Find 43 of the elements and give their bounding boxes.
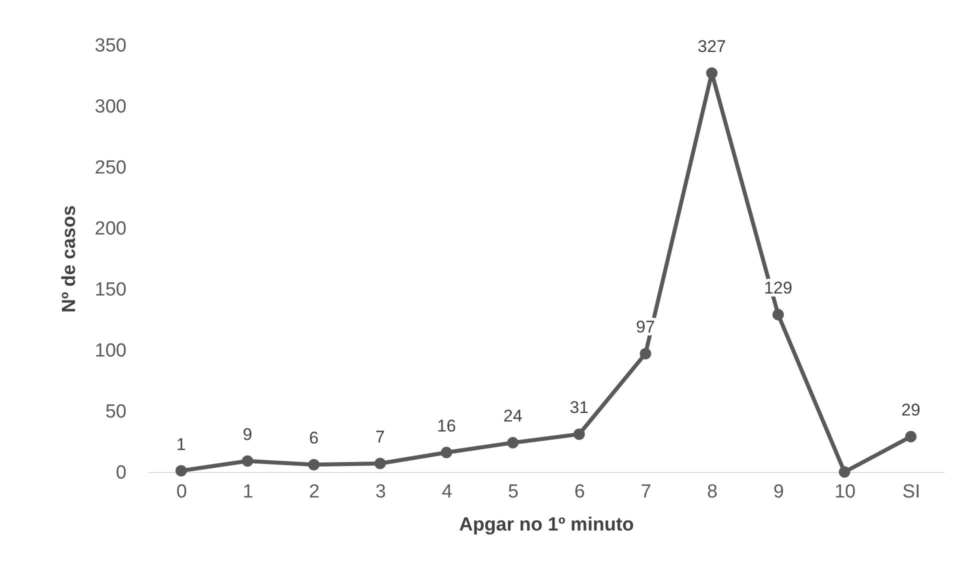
y-tick-label: 50 [105, 402, 126, 422]
point [905, 430, 917, 442]
x-tick-label: 9 [773, 482, 784, 502]
point [706, 67, 718, 79]
x-axis-title: Apgar no 1º minuto [459, 514, 634, 536]
x-tick-label: 8 [707, 482, 718, 502]
y-tick-label: 350 [94, 36, 126, 56]
data-label: 7 [375, 427, 385, 446]
data-label: 29 [901, 400, 920, 420]
point [640, 348, 652, 360]
x-tick-label: 2 [309, 482, 320, 502]
x-tick-label: 10 [834, 482, 856, 502]
x-tick-label: 1 [242, 482, 254, 502]
x-tick-label: 7 [640, 482, 652, 502]
point [772, 308, 784, 320]
y-tick-label: 0 [116, 462, 126, 484]
x-tick-label: 6 [574, 482, 585, 502]
point [838, 466, 850, 478]
point [374, 458, 386, 470]
point [573, 428, 585, 440]
x-tick-label: 4 [442, 482, 453, 502]
y-tick-label: 150 [94, 280, 126, 300]
y-tick-label: 300 [94, 96, 126, 118]
data-label: 327 [698, 37, 726, 56]
data-label: 9 [242, 425, 252, 444]
x-tick-label: 3 [375, 482, 386, 502]
data-label: 31 [570, 398, 589, 418]
y-axis-title: Nº de casos [58, 205, 80, 313]
y-tick-label: 200 [94, 218, 126, 240]
point [242, 455, 254, 467]
x-tick-label: 0 [176, 482, 187, 502]
y-tick-label: 250 [94, 158, 126, 178]
x-tick-label: 5 [508, 482, 519, 502]
y-tick-label: 100 [94, 340, 126, 362]
point [507, 437, 519, 448]
point [175, 465, 187, 476]
data-label: 24 [503, 406, 522, 426]
point [440, 446, 452, 458]
data-label: 16 [437, 416, 456, 436]
data-label: 1 [176, 434, 186, 454]
x-tick-label: SI [902, 482, 920, 502]
point [308, 458, 320, 470]
data-label: 6 [309, 428, 319, 448]
